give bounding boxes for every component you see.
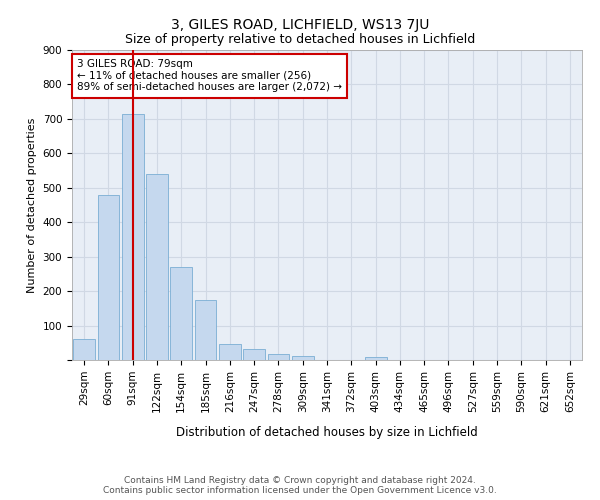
Text: 3 GILES ROAD: 79sqm
← 11% of detached houses are smaller (256)
89% of semi-detac: 3 GILES ROAD: 79sqm ← 11% of detached ho…	[77, 60, 342, 92]
Bar	[146, 174, 168, 360]
Text: Size of property relative to detached houses in Lichfield: Size of property relative to detached ho…	[125, 32, 475, 46]
Bar	[219, 344, 241, 360]
Text: Contains HM Land Registry data © Crown copyright and database right 2024.: Contains HM Land Registry data © Crown c…	[124, 476, 476, 485]
Bar	[194, 300, 217, 360]
Bar	[170, 267, 192, 360]
Bar	[268, 354, 289, 360]
Text: Contains public sector information licensed under the Open Government Licence v3: Contains public sector information licen…	[103, 486, 497, 495]
Text: 3, GILES ROAD, LICHFIELD, WS13 7JU: 3, GILES ROAD, LICHFIELD, WS13 7JU	[171, 18, 429, 32]
Y-axis label: Number of detached properties: Number of detached properties	[27, 118, 37, 292]
Bar	[365, 357, 386, 360]
Bar	[73, 340, 95, 360]
Bar	[97, 194, 119, 360]
Text: Distribution of detached houses by size in Lichfield: Distribution of detached houses by size …	[176, 426, 478, 439]
Bar	[122, 114, 143, 360]
Bar	[292, 356, 314, 360]
Bar	[243, 349, 265, 360]
